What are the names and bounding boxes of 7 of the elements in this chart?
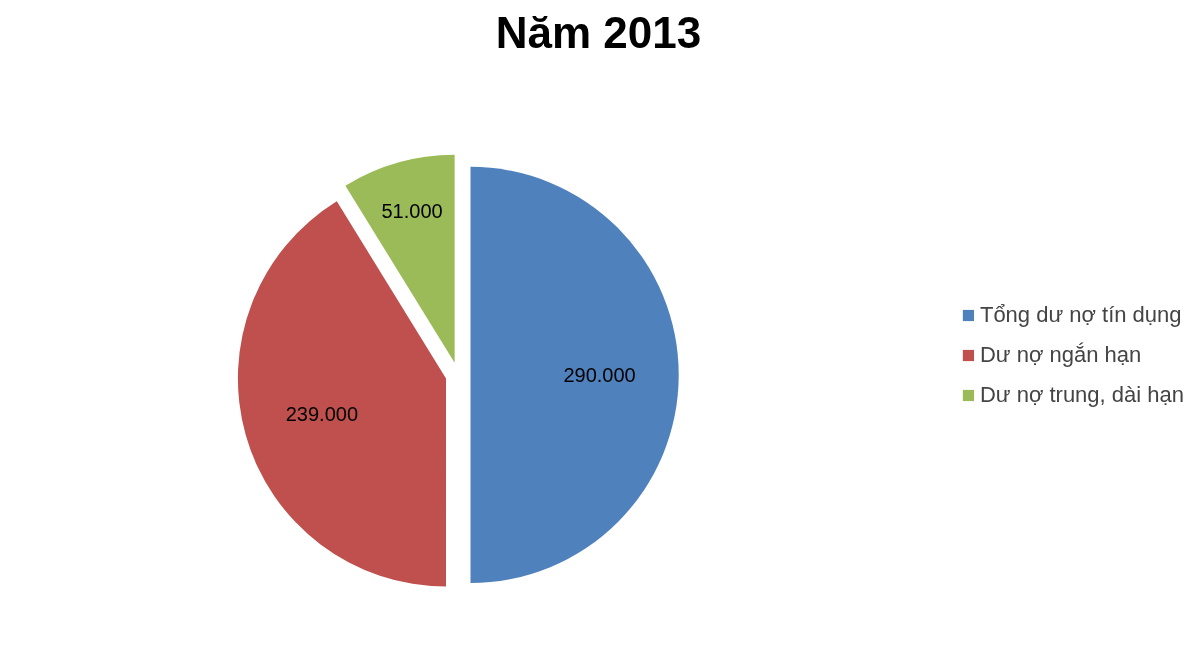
- data-label: 51.000: [381, 200, 443, 223]
- legend-label: Dư nợ ngắn hạn: [979, 341, 1142, 368]
- legend-label: Dư nợ trung, dài hạn: [979, 381, 1184, 408]
- chart-title: Năm 2013: [495, 7, 702, 57]
- data-label: 290.000: [563, 363, 636, 386]
- legend-label: Tổng dư nợ tín dụng: [979, 301, 1182, 328]
- data-label: 239.000: [285, 403, 359, 426]
